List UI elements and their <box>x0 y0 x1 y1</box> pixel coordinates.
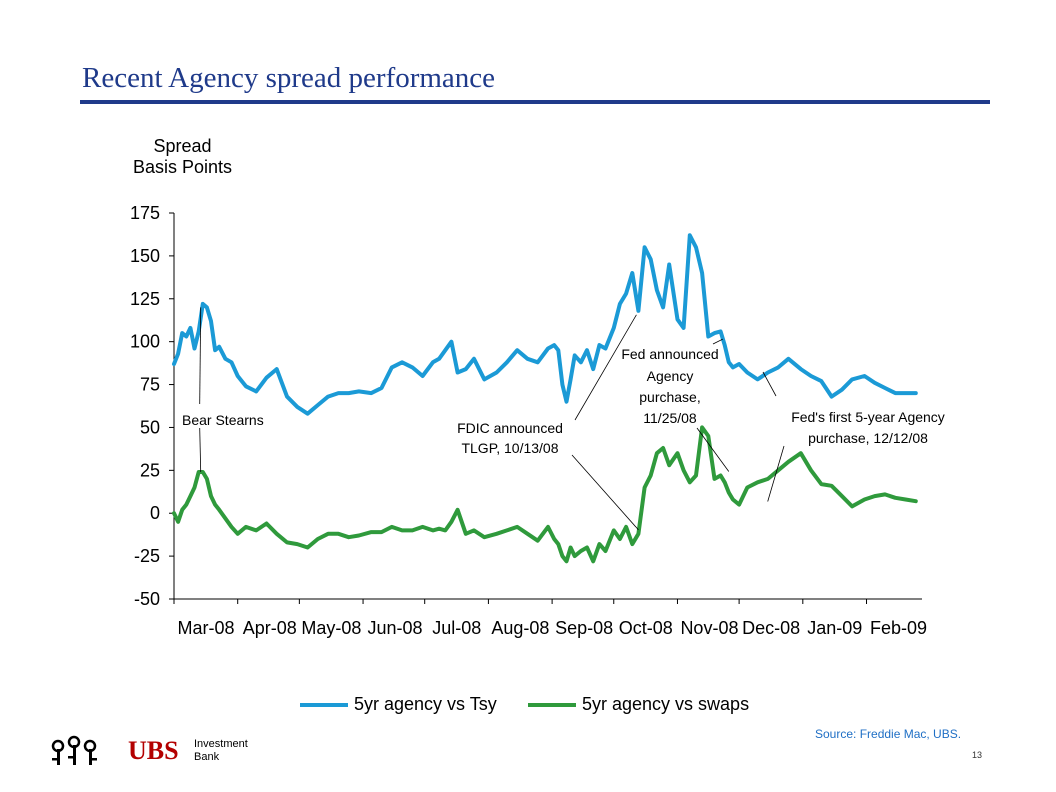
legend-item-swaps: 5yr agency vs swaps <box>528 694 749 715</box>
annotation-leader-bear-stearns <box>199 307 202 405</box>
y-tick-label: 125 <box>130 289 160 309</box>
series-line-tsy <box>172 233 918 416</box>
y-tick-label: -50 <box>134 589 160 609</box>
annotation-leader-fdic-upper <box>574 314 637 421</box>
annotation-fed-announced-line-3: purchase, <box>639 389 700 405</box>
x-tick-label: May-08 <box>301 618 361 638</box>
y-tick-label: 0 <box>150 503 160 523</box>
annotation-fed-first-line-2: purchase, 12/12/08 <box>808 430 928 446</box>
x-tick-label: Feb-09 <box>870 618 927 638</box>
annotation-leader-fed-first-lower <box>767 445 785 502</box>
annotation-fdic-line-2: TLGP, 10/13/08 <box>461 440 558 456</box>
series-line-swaps <box>172 425 918 564</box>
annotation-leader-fdic-lower <box>571 454 639 531</box>
annotation-fed-announced-line-4: 11/25/08 <box>643 410 697 426</box>
y-tick-label: 150 <box>130 246 160 266</box>
annotation-leader-fed-first-upper <box>762 371 777 397</box>
y-tick-label: 25 <box>140 460 160 480</box>
annotation-fdic-line-1: FDIC announced <box>457 420 563 436</box>
y-tick-label: 175 <box>130 203 160 223</box>
x-tick-label: Jun-08 <box>368 618 423 638</box>
x-tick-label: Nov-08 <box>680 618 738 638</box>
source-note: Source: Freddie Mac, UBS. <box>815 727 962 741</box>
y-tick-label: 75 <box>140 375 160 395</box>
ubs-wordmark: UBS <box>128 736 179 765</box>
page-number: 13 <box>972 750 983 760</box>
legend-label-tsy: 5yr agency vs Tsy <box>354 694 497 714</box>
annotation-leader-bear-stearns-lower <box>199 427 202 473</box>
x-tick-label: Apr-08 <box>243 618 297 638</box>
annotation-bear-stearns: Bear Stearns <box>182 412 264 428</box>
chart-legend: 5yr agency vs Tsy 5yr agency vs swaps <box>300 694 940 716</box>
x-tick-label: Oct-08 <box>619 618 673 638</box>
legend-label-swaps: 5yr agency vs swaps <box>582 694 750 714</box>
annotation-fed-announced-line-1: Fed announced <box>621 346 718 362</box>
y-axis-label: Spread Basis Points <box>120 136 245 178</box>
y-axis-label-line-2: Basis Points <box>132 157 233 177</box>
annotation-leader-fed-announced-upper <box>712 338 723 345</box>
annotation-leader-fed-announced <box>696 427 730 472</box>
x-tick-label: Sep-08 <box>555 618 613 638</box>
x-tick-label: Mar-08 <box>177 618 234 638</box>
annotation-fed-announced-line-2: Agency <box>647 368 694 384</box>
ubs-logo: UBS Investment Bank <box>44 734 248 768</box>
legend-swatch-tsy <box>300 702 348 707</box>
legend-swatch-swaps <box>528 702 576 707</box>
x-tick-label: Aug-08 <box>491 618 549 638</box>
y-axis-label-line-1: Spread <box>153 136 212 156</box>
investment-bank-line-1: Investment <box>194 738 248 750</box>
x-tick-label: Jan-09 <box>807 618 862 638</box>
title-rule <box>80 100 990 104</box>
x-tick-label: Jul-08 <box>432 618 481 638</box>
y-tick-label: -25 <box>134 546 160 566</box>
ubs-keys-icon <box>51 735 97 765</box>
y-tick-label: 100 <box>130 332 160 352</box>
legend-item-tsy: 5yr agency vs Tsy <box>300 694 497 715</box>
slide-title: Recent Agency spread performance <box>82 62 496 94</box>
x-tick-label: Dec-08 <box>742 618 800 638</box>
annotation-fed-first-line-1: Fed's first 5-year Agency <box>791 409 945 425</box>
y-tick-label: 50 <box>140 417 160 437</box>
investment-bank-label: Investment Bank <box>194 738 248 764</box>
investment-bank-line-2: Bank <box>194 751 220 763</box>
